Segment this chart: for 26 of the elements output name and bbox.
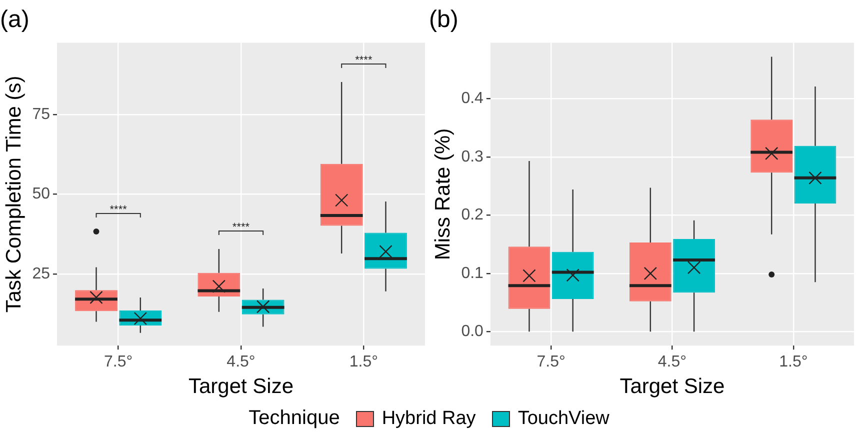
legend-title: Technique: [248, 407, 340, 430]
legend-label: Hybrid Ray: [382, 408, 476, 430]
x-tick-label: 4.5°: [658, 354, 687, 371]
x-axis-title: Target Size: [188, 375, 294, 398]
x-tick-label: 4.5°: [226, 354, 256, 371]
y-tick-label: 0.0: [461, 323, 484, 340]
y-tick-label: 0.2: [461, 206, 484, 224]
y-tick-label: 25: [32, 265, 50, 282]
chart-title: (b): [429, 6, 458, 34]
y-tick-label: 75: [32, 106, 50, 123]
x-tick-label: 7.5°: [104, 354, 133, 371]
y-tick-label: 0.3: [461, 148, 484, 166]
x-axis-title: Target Size: [620, 375, 725, 398]
annotation: ****: [110, 204, 128, 216]
x-tick-label: 1.5°: [349, 354, 378, 371]
x-tick-label: 1.5°: [779, 354, 808, 371]
x-tick-label: 7.5°: [536, 354, 566, 371]
y-axis-title: Miss Rate (%): [431, 128, 454, 260]
y-tick-label: 0.4: [461, 90, 484, 108]
y-axis-title: Task Completion Time (s): [2, 76, 26, 313]
y-tick-label: 50: [32, 186, 50, 203]
annotation: ****: [232, 222, 250, 234]
annotation: ****: [355, 54, 373, 67]
chart-title: (a): [0, 6, 30, 34]
y-tick-label: 0.1: [461, 264, 484, 282]
legend-label: TouchView: [518, 408, 610, 430]
